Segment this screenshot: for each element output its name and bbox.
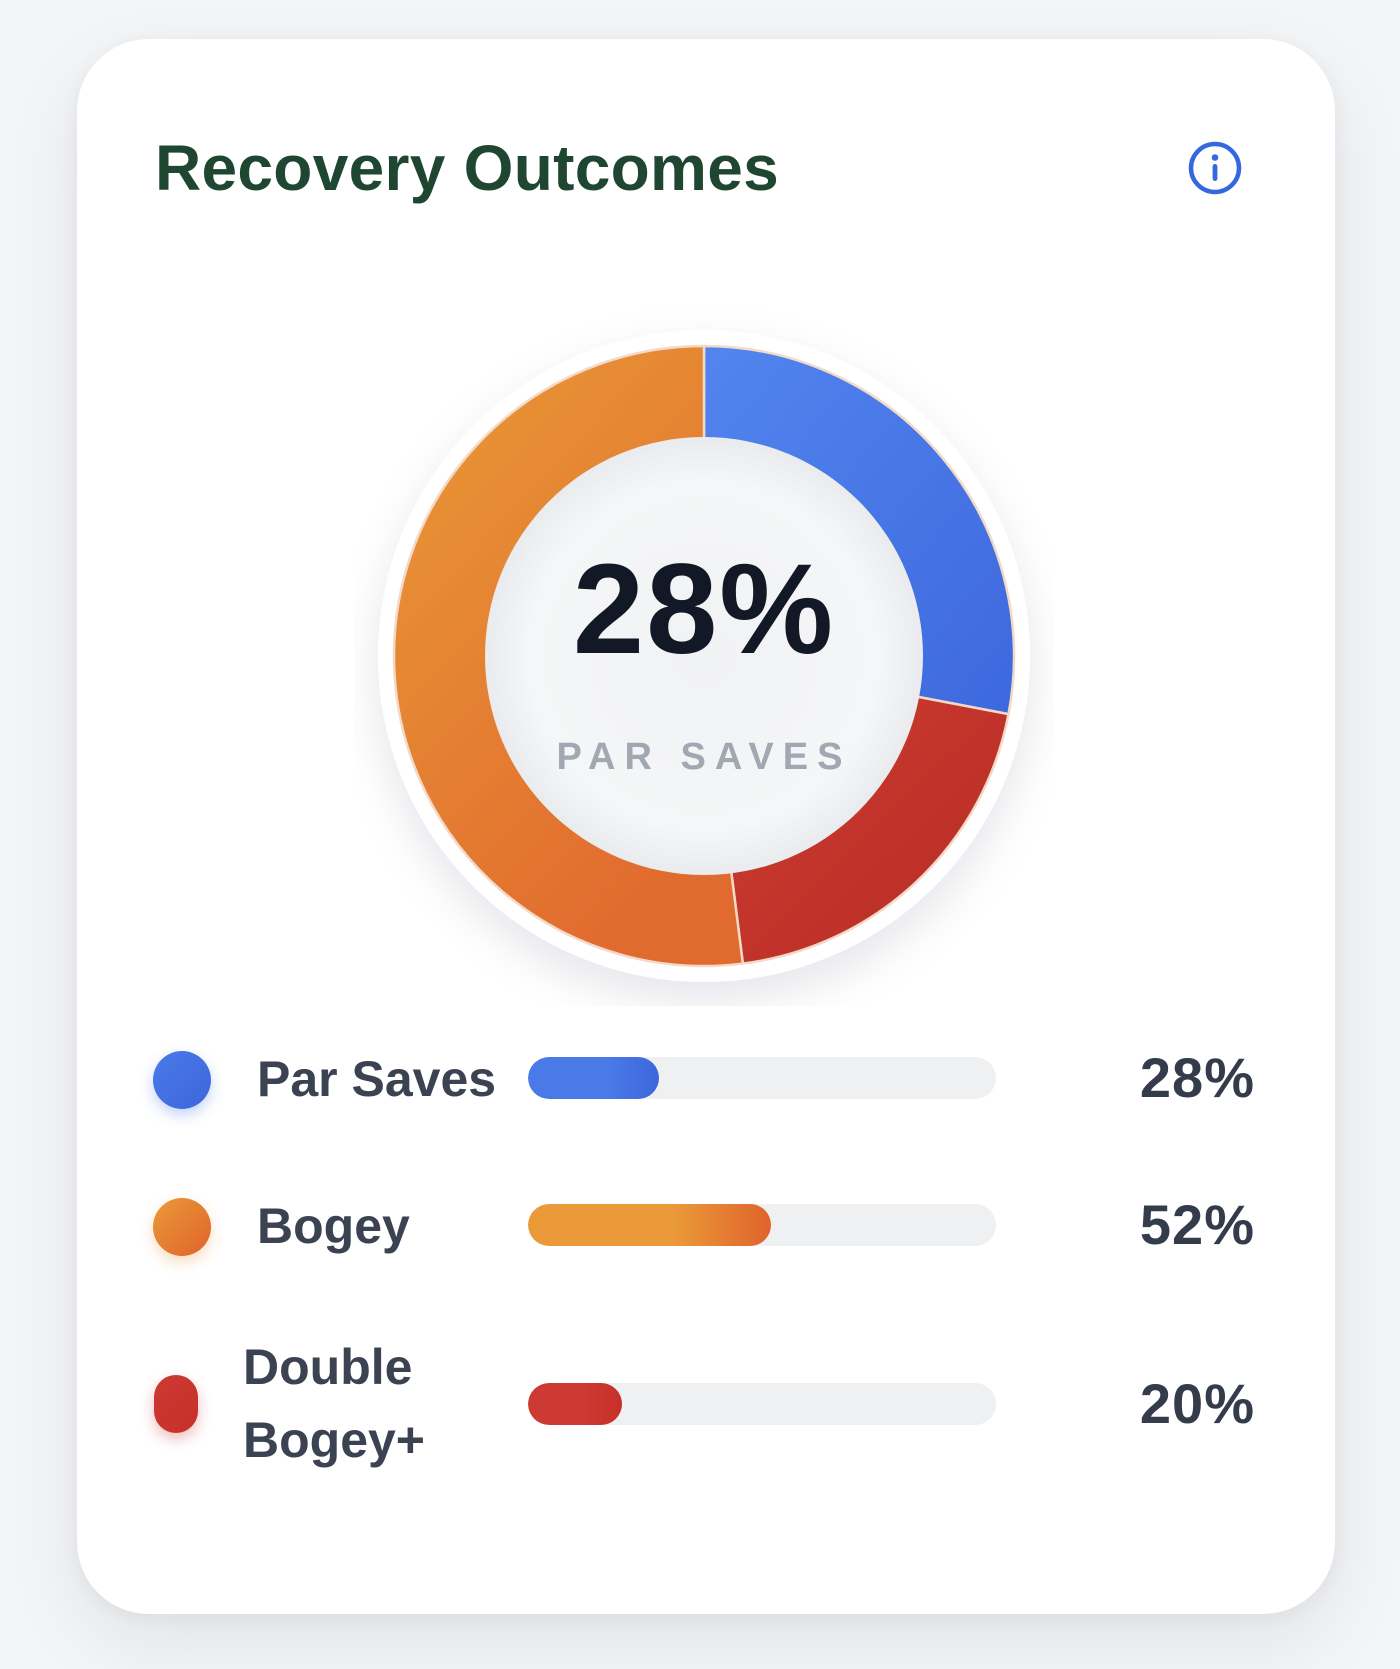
legend-value: 28% — [1139, 1046, 1255, 1109]
info-icon[interactable] — [1187, 140, 1243, 196]
legend-label: Bogey — [257, 1198, 410, 1254]
center-value: 28% — [572, 538, 836, 681]
progress-fill — [528, 1383, 622, 1425]
center-label: PAR SAVES — [556, 736, 852, 778]
legend-label: Double Bogey+ — [243, 1339, 426, 1468]
progress-track — [528, 1204, 996, 1246]
progress-track — [528, 1057, 996, 1099]
legend-dot — [153, 1198, 211, 1256]
legend-dot — [153, 1051, 211, 1109]
legend-value: 52% — [1139, 1193, 1255, 1256]
donut-chart: 28% PAR SAVES — [354, 306, 1054, 1006]
progress-fill — [528, 1204, 772, 1246]
progress-track — [528, 1383, 996, 1425]
recovery-outcomes-card: Recovery Outcomes — [77, 39, 1335, 1614]
progress-fill — [528, 1057, 660, 1099]
legend-label: Par Saves — [257, 1051, 497, 1107]
legend-row-bogey: Bogey 52% — [77, 1186, 1335, 1266]
legend-row-par-saves: Par Saves 28% — [77, 1039, 1335, 1119]
legend-dot — [154, 1375, 198, 1433]
legend-value: 20% — [1139, 1372, 1255, 1435]
card-title: Recovery Outcomes — [155, 132, 780, 204]
legend-row-double-bogey: Double Bogey+ 20% — [77, 1332, 1335, 1482]
